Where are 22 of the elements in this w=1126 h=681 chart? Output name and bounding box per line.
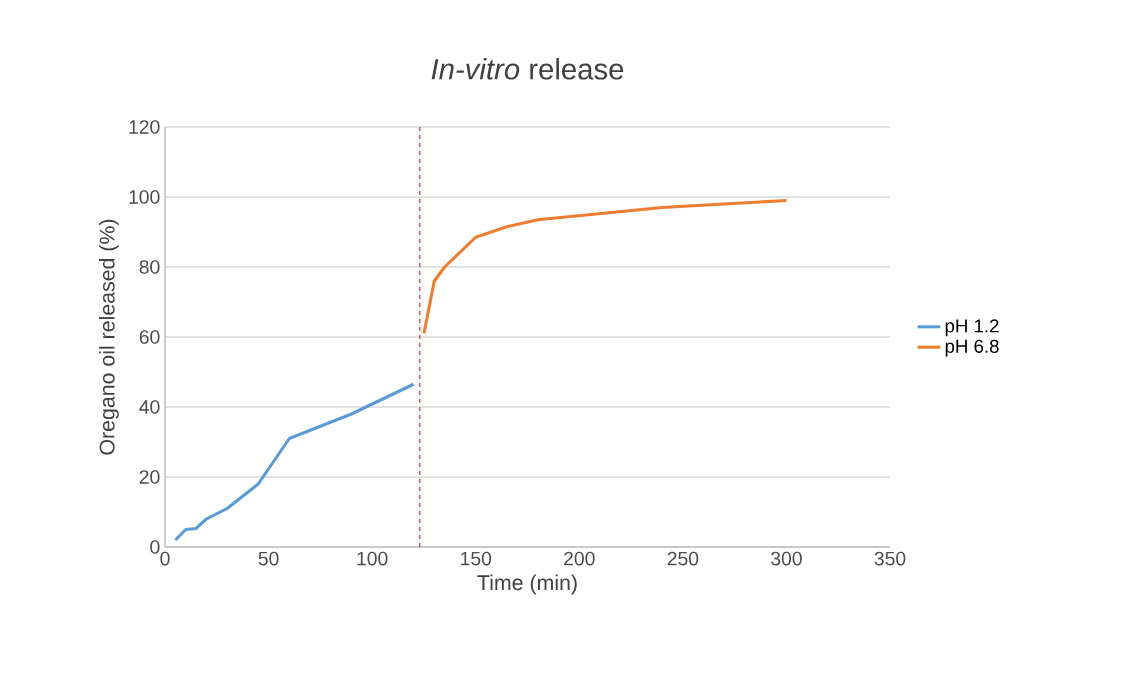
- y-tick-label: 20: [139, 470, 160, 484]
- line-series: [173, 382, 416, 542]
- y-tick-label: 40: [139, 400, 160, 414]
- legend-label: pH 6.8: [945, 339, 999, 357]
- y-tick-label: 80: [139, 260, 160, 274]
- x-tick-label: 150: [461, 551, 492, 566]
- line-series: [422, 198, 788, 336]
- y-axis-title: Oregano oil released (%): [99, 219, 119, 455]
- x-tick-label: 50: [258, 551, 279, 566]
- legend-label: pH 1.2: [945, 319, 999, 337]
- y-tick-label: 60: [139, 330, 160, 344]
- x-tick-label: 200: [564, 551, 595, 566]
- x-tick-label: 0: [160, 551, 170, 566]
- y-tick-label: 0: [150, 540, 160, 554]
- x-tick-label: 250: [667, 551, 699, 566]
- x-tick-label: 100: [357, 551, 388, 566]
- x-axis-title: Time (min): [477, 574, 577, 595]
- x-tick-label: 300: [771, 551, 802, 566]
- chart-title: In-vitro release: [431, 58, 624, 80]
- y-tick-label: 120: [129, 120, 160, 134]
- x-tick-label: 350: [874, 551, 906, 566]
- y-tick-label: 100: [129, 190, 160, 204]
